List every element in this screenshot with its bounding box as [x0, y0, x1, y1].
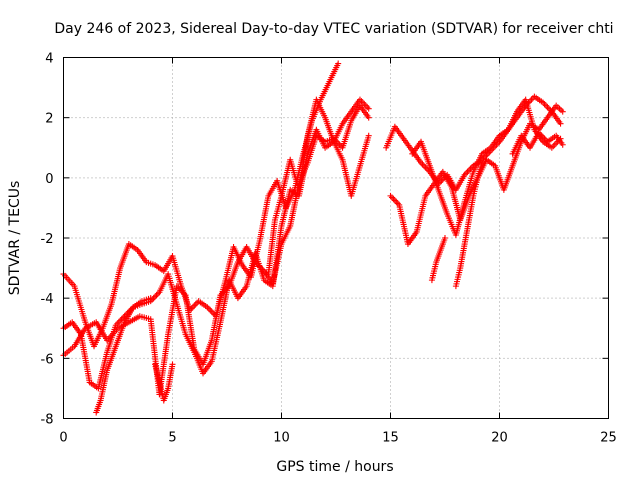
x-tick-label: 15: [382, 431, 399, 446]
data-point: [387, 192, 394, 199]
data-point: [544, 104, 551, 111]
data-point: [365, 105, 372, 112]
x-tick-label: 20: [491, 431, 508, 446]
y-tick-label: 0: [45, 172, 53, 187]
y-tick-label: -6: [41, 352, 54, 367]
data-point: [391, 197, 398, 204]
x-tick-label: 25: [600, 431, 617, 446]
data-point: [559, 108, 566, 115]
axis-ticks: 0 5 10 15 20 25 -8 -6 -4 -2 0 2 4: [41, 52, 617, 446]
data-point: [442, 235, 448, 241]
y-tick-label: -2: [41, 232, 54, 247]
chart-title: Day 246 of 2023, Sidereal Day-to-day VTE…: [54, 21, 613, 37]
data-points: [60, 60, 566, 416]
data-point: [390, 195, 397, 202]
data-point: [465, 167, 472, 174]
data-point: [365, 132, 372, 139]
data-point: [335, 60, 342, 67]
y-tick-label: -4: [41, 292, 54, 307]
data-point: [117, 317, 124, 324]
data-point: [419, 161, 426, 168]
y-tick-label: -8: [41, 413, 54, 428]
data-point: [153, 292, 160, 299]
data-point: [189, 304, 196, 311]
y-axis-label: SDTVAR / TECUs: [7, 181, 23, 296]
data-point: [207, 307, 214, 314]
data-point: [464, 168, 471, 175]
data-point: [550, 143, 557, 150]
data-point: [541, 101, 548, 108]
y-tick-label: 4: [45, 52, 53, 67]
data-point: [169, 361, 176, 368]
data-point: [256, 263, 263, 270]
x-tick-label: 5: [168, 431, 176, 446]
data-point: [205, 305, 212, 312]
x-axis-label: GPS time / hours: [276, 459, 393, 475]
data-point: [467, 165, 474, 172]
data-point: [393, 198, 400, 205]
x-tick-label: 10: [273, 431, 290, 446]
data-point: [147, 295, 154, 302]
y-tick-label: 2: [45, 112, 53, 127]
data-point: [543, 102, 550, 109]
data-point: [559, 141, 566, 148]
data-point: [152, 293, 159, 300]
data-point: [557, 120, 564, 127]
grid: [63, 57, 609, 419]
data-point: [479, 159, 486, 166]
x-tick-label: 0: [59, 431, 67, 446]
data-point: [388, 194, 395, 201]
data-point: [365, 114, 372, 121]
data-point: [210, 310, 217, 317]
